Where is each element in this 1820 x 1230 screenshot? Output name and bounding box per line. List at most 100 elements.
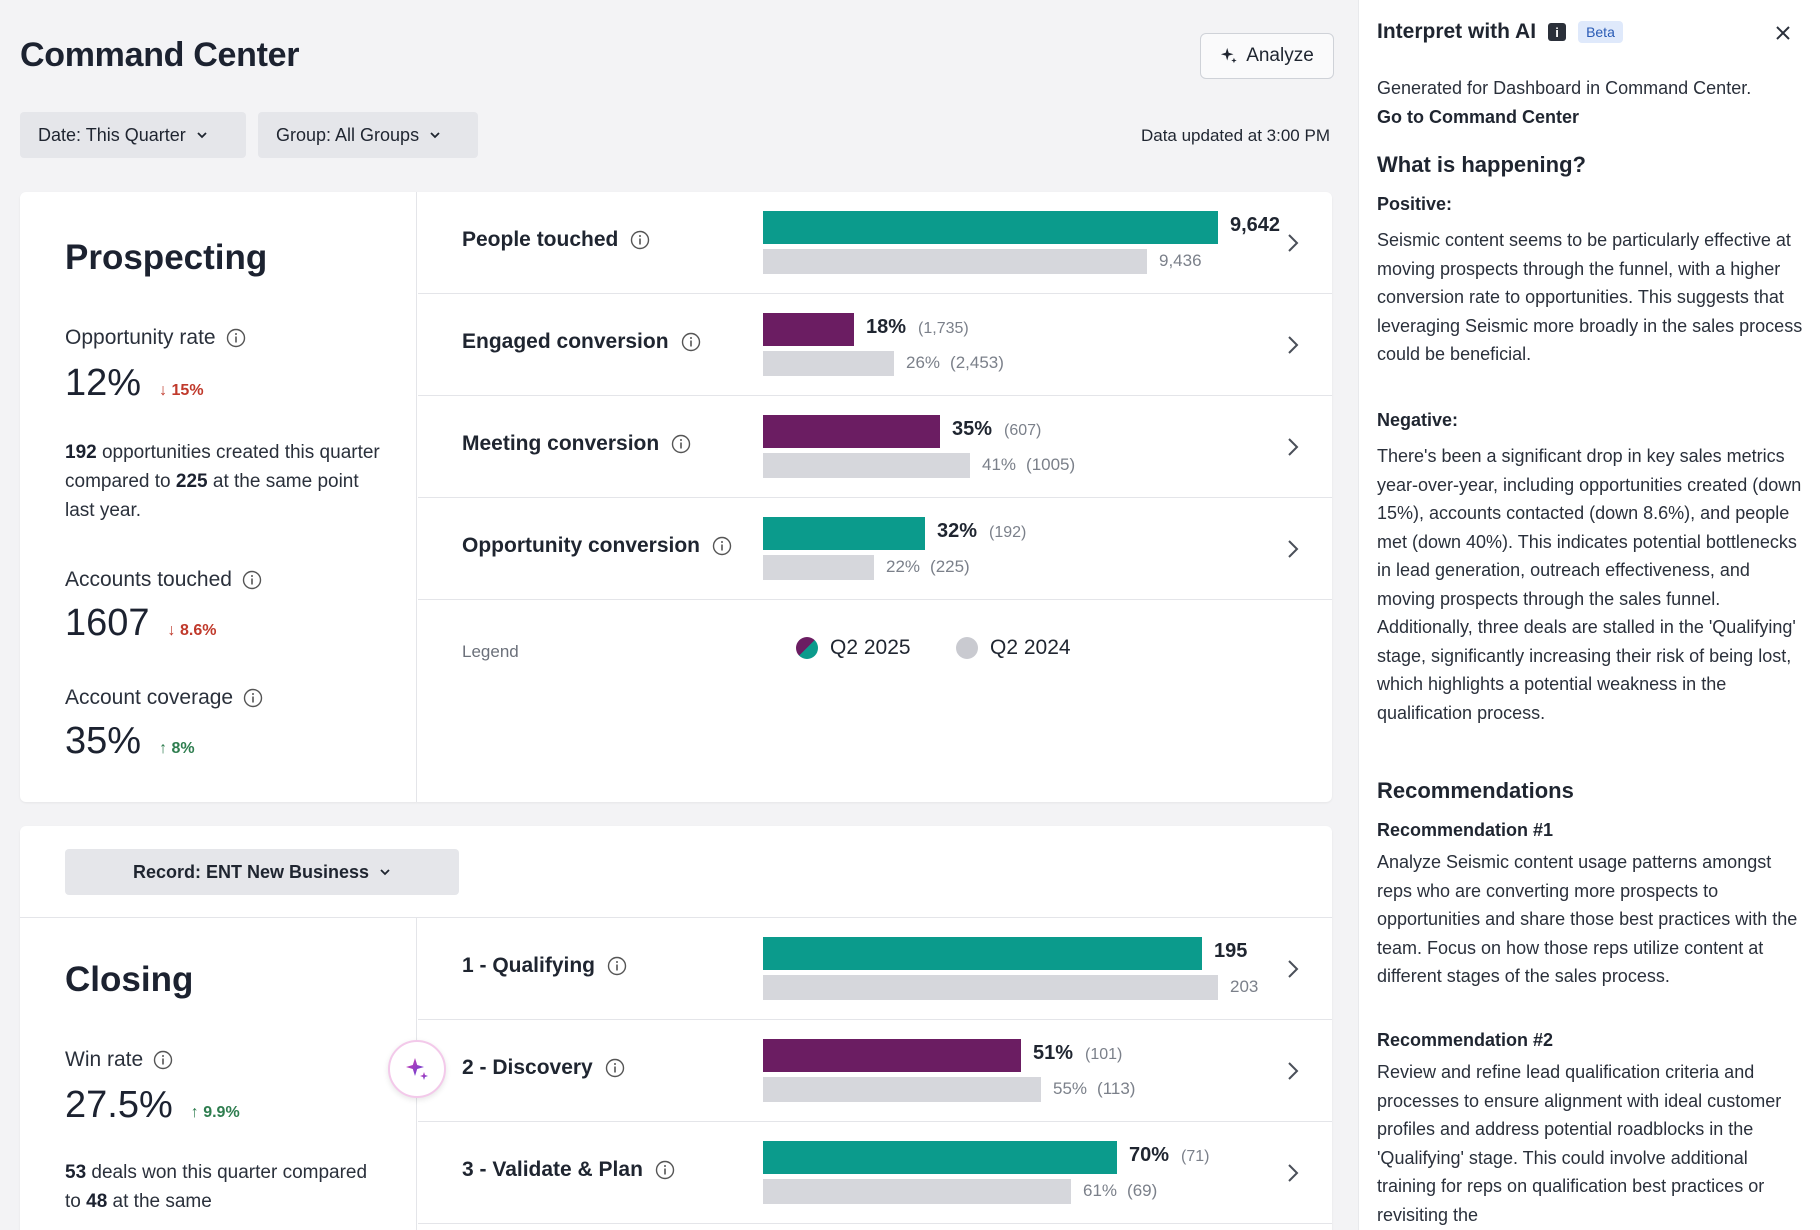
win-desc-mid: deals won this quarter compared to <box>65 1162 368 1212</box>
current-value-main: 70% <box>1129 1144 1170 1166</box>
previous-value: 203 <box>1230 977 1258 997</box>
metric-row[interactable]: People touched 9,642 9,436 <box>418 192 1332 294</box>
current-value-count: (101) <box>1085 1046 1123 1063</box>
accounts-touched-label-text: Accounts touched <box>65 568 232 591</box>
metric-row-label-text: Meeting conversion <box>462 432 660 455</box>
previous-value-main: 61% <box>1083 1181 1118 1200</box>
chevron-right-icon[interactable] <box>1286 436 1300 458</box>
current-period-bar <box>763 937 1202 970</box>
info-icon[interactable] <box>153 1050 173 1070</box>
prospecting-title: Prospecting <box>65 238 268 277</box>
opportunity-rate-number: 12% <box>65 362 142 404</box>
recommendation-2-text: Review and refine lead qualification cri… <box>1377 1062 1782 1225</box>
recommendation-1-text: Analyze Seismic content usage patterns a… <box>1377 852 1798 986</box>
previous-period-bar <box>763 351 894 376</box>
previous-value-count: (69) <box>1127 1181 1158 1200</box>
opportunity-description: 192 opportunities created this quarter c… <box>65 438 385 525</box>
current-period-bar <box>763 1039 1021 1072</box>
previous-period-bar <box>763 249 1147 274</box>
current-value: 18% (1,735) <box>866 316 969 339</box>
previous-value-main: 22% <box>886 557 921 576</box>
close-icon[interactable] <box>1774 24 1792 42</box>
sparkle-icon <box>1221 47 1237 64</box>
chevron-right-icon[interactable] <box>1286 334 1300 356</box>
beta-badge: Beta <box>1578 21 1623 43</box>
previous-value-count: (1005) <box>1026 455 1076 474</box>
current-period-bar <box>763 211 1218 244</box>
metric-row-label: 3 - Validate & Plan <box>462 1158 675 1182</box>
current-value: 32% (192) <box>937 520 1026 543</box>
previous-value: 26% (2,453) <box>906 353 1004 373</box>
legend-current-label: Q2 2025 <box>830 636 911 659</box>
current-value-main: 35% <box>952 418 993 440</box>
legend: Legend Q2 2025 Q2 2024 <box>418 602 1332 682</box>
info-icon[interactable] <box>671 434 691 454</box>
metric-row[interactable]: Engaged conversion 18% (1,735) 26% (2,453) <box>418 294 1332 396</box>
metric-row-label-text: 1 - Qualifying <box>462 954 596 977</box>
chevron-right-icon[interactable] <box>1286 1162 1300 1184</box>
chevron-right-icon[interactable] <box>1286 958 1300 980</box>
info-icon[interactable] <box>607 956 627 976</box>
recommendation-2-heading: Recommendation #2 <box>1377 1030 1554 1050</box>
info-icon[interactable] <box>712 536 732 556</box>
date-filter-dropdown[interactable]: Date: This Quarter <box>20 112 246 158</box>
opportunity-prev-count: 225 <box>175 471 208 492</box>
previous-value: 41% (1005) <box>982 455 1075 475</box>
info-icon[interactable] <box>226 328 246 348</box>
go-to-command-center-link[interactable]: Go to Command Center <box>1377 107 1580 127</box>
info-icon[interactable] <box>242 570 262 590</box>
negative-text: There's been a significant drop in key s… <box>1377 446 1802 723</box>
info-icon[interactable] <box>655 1160 675 1180</box>
legend-label: Legend <box>462 642 519 661</box>
info-icon[interactable] <box>630 230 650 250</box>
ai-assistant-button[interactable] <box>388 1040 446 1098</box>
metric-row[interactable]: 2 - Discovery 51% (101) 55% (113) <box>418 1020 1332 1122</box>
previous-value-main: 55% <box>1053 1079 1088 1098</box>
metric-row[interactable]: Opportunity conversion 32% (192) 22% (225) <box>418 498 1332 600</box>
ai-panel-header: Interpret with AI i Beta <box>1377 20 1623 44</box>
current-value-count: (1,735) <box>918 320 969 337</box>
win-prev-count: 48 <box>86 1191 108 1212</box>
data-updated-text: Data updated at 3:00 PM <box>1140 126 1330 145</box>
info-icon[interactable]: i <box>1548 23 1567 41</box>
opportunity-desc-mid: opportunities created this quarter compa… <box>65 442 380 492</box>
chevron-right-icon[interactable] <box>1286 1060 1300 1082</box>
sparkle-icon <box>406 1058 428 1080</box>
opportunity-rate-label: Opportunity rate <box>65 326 246 350</box>
record-filter-dropdown[interactable]: Record: ENT New Business <box>65 849 459 895</box>
current-period-bar <box>763 1141 1117 1174</box>
metric-row[interactable]: Meeting conversion 35% (607) 41% (1005) <box>418 396 1332 498</box>
metric-row-label: People touched <box>462 228 650 252</box>
win-rate-label: Win rate <box>65 1048 173 1072</box>
previous-value-main: 9,436 <box>1159 251 1202 270</box>
account-coverage-delta-value: 8% <box>171 740 195 757</box>
previous-period-bar <box>763 975 1218 1000</box>
chevron-right-icon[interactable] <box>1286 232 1300 254</box>
analyze-button[interactable]: Analyze <box>1200 33 1334 79</box>
info-icon[interactable] <box>605 1058 625 1078</box>
group-filter-dropdown[interactable]: Group: All Groups <box>258 112 478 158</box>
what-happening-heading: What is happening? <box>1377 152 1586 177</box>
metric-row[interactable]: 3 - Validate & Plan 70% (71) 61% (69) <box>418 1122 1332 1224</box>
positive-text: Seismic content seems to be particularly… <box>1377 230 1803 364</box>
previous-period-bar <box>763 453 970 478</box>
previous-value-count: (113) <box>1097 1079 1136 1098</box>
win-description: 53 deals won this quarter compared to 48… <box>65 1158 385 1216</box>
win-rate-value: 27.5% ↑ 9.9% <box>65 1084 240 1127</box>
chevron-down-icon <box>430 132 440 139</box>
closing-card: Record: ENT New Business Closing Win rat… <box>20 826 1332 1230</box>
info-icon[interactable] <box>681 332 701 352</box>
prospecting-summary: Prospecting Opportunity rate 12% ↓ 15% 1… <box>20 192 417 802</box>
closing-summary: Closing Win rate 27.5% ↑ 9.9% 53 deals w… <box>20 918 417 1230</box>
metric-row[interactable]: 1 - Qualifying 195 203 <box>418 918 1332 1020</box>
current-period-bar <box>763 313 854 346</box>
opportunity-desc-end: at the same point last year. <box>65 471 359 521</box>
opportunity-count: 192 <box>65 442 97 463</box>
group-filter-label: Group: All Groups <box>276 124 420 145</box>
chevron-right-icon[interactable] <box>1286 538 1300 560</box>
account-coverage-number: 35% <box>65 720 142 762</box>
accounts-touched-delta-value: 8.6% <box>180 622 217 639</box>
info-icon[interactable] <box>243 688 263 708</box>
accounts-touched-number: 1607 <box>65 602 150 644</box>
legend-current: Q2 2025 <box>796 636 911 660</box>
